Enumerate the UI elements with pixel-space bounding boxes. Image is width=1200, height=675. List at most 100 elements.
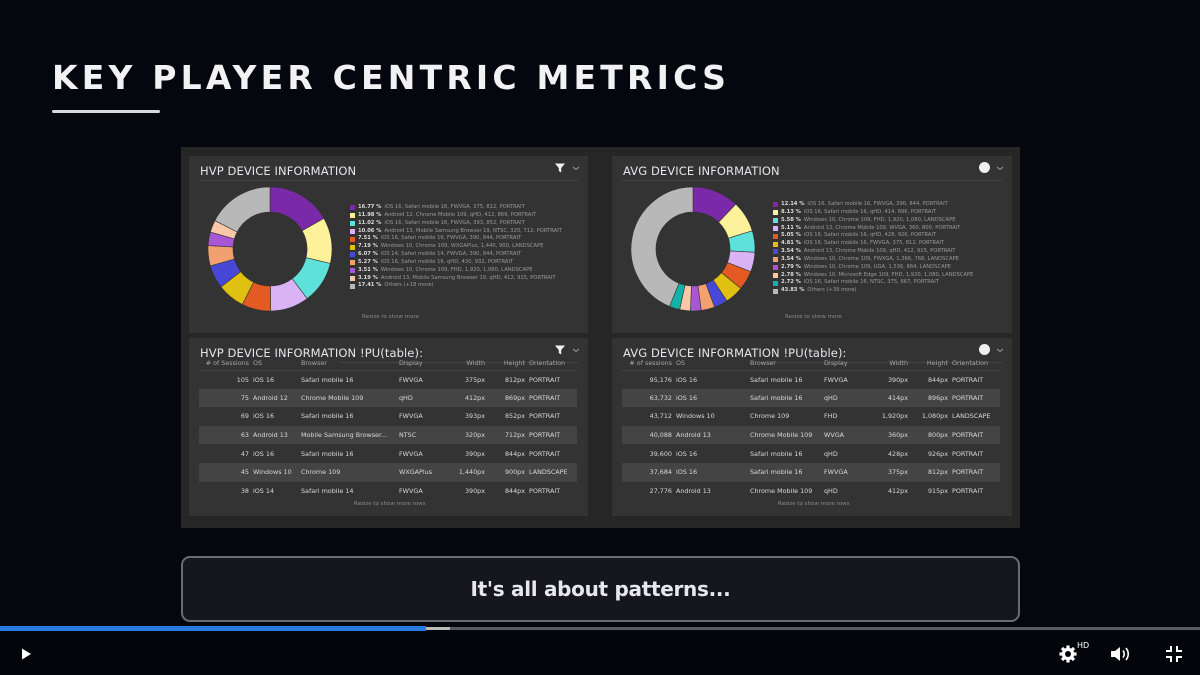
legend-item[interactable]: 12.14 % iOS 16, Safari mobile 16, FWVGA, … bbox=[773, 201, 973, 209]
table-row[interactable]: 63,732 iOS 16 Safari mobile 16 qHD 414px 896p… bbox=[622, 388, 1000, 408]
table-row[interactable]: 40,088 Android 13 Chrome Mobile 109 WVGA 360… bbox=[622, 425, 1000, 445]
legend-item[interactable]: 3.54 % Android 13, Chrome Mobile 109, qHD… bbox=[773, 248, 973, 256]
legend-swatch bbox=[773, 241, 778, 247]
table-row[interactable]: 45 Windows 10 Chrome 109 WXGAPlus 1,440px 900… bbox=[199, 462, 577, 482]
legend-item[interactable]: 5.27 % iOS 16, Safari mobile 16, qHD, 430… bbox=[350, 259, 562, 267]
column-header[interactable]: Width bbox=[872, 356, 910, 371]
progress-bar[interactable] bbox=[0, 626, 1200, 631]
legend-item[interactable]: 16.77 % iOS 16, Safari mobile 16, FWVGA, … bbox=[350, 204, 562, 212]
chevron-down-icon[interactable] bbox=[572, 346, 580, 354]
legend-percent: 5.27 % bbox=[358, 258, 378, 265]
column-header[interactable]: Orientation bbox=[527, 356, 577, 371]
table-cell: Chrome Mobile 109 bbox=[299, 388, 397, 408]
table-row[interactable]: 75 Android 12 Chrome Mobile 109 qHD 412px 869… bbox=[199, 388, 577, 408]
table-row[interactable]: 47 iOS 16 Safari mobile 16 FWVGA 390px 844px P… bbox=[199, 444, 577, 463]
legend-item[interactable]: 17.41 % Others (+18 more) bbox=[350, 282, 562, 290]
legend-label: Windows 10, Microsoft Edge 109, FHD, 1,9… bbox=[803, 271, 974, 278]
legend-item[interactable]: 5.05 % iOS 16, Safari mobile 16, qHD, 428… bbox=[773, 232, 973, 240]
legend-item[interactable]: 8.13 % iOS 16, Safari mobile 16, qHD, 414… bbox=[773, 209, 973, 217]
card-title: HVP DEVICE INFORMATION bbox=[200, 164, 357, 178]
column-header[interactable]: Width bbox=[449, 356, 487, 371]
hvp-table-card: HVP DEVICE INFORMATION !PU(table): # of … bbox=[189, 338, 588, 516]
legend-item[interactable]: 11.02 % iOS 16, Safari mobile 16, FWVGA, … bbox=[350, 220, 562, 228]
column-header[interactable]: Height bbox=[487, 356, 527, 371]
legend-label: Others (+18 more) bbox=[384, 282, 434, 289]
table-cell: Windows 10 bbox=[676, 412, 715, 421]
table-row[interactable]: 63 Android 13 Mobile Samsung Browser... NTS… bbox=[199, 425, 577, 445]
legend-swatch bbox=[350, 244, 355, 250]
column-header[interactable]: Display bbox=[397, 356, 449, 371]
table-cell: 37,684 bbox=[622, 462, 674, 482]
legend-percent: 6.07 % bbox=[358, 251, 378, 258]
table-row[interactable]: 38 iOS 14 Safari mobile 14 FWVGA 390px 844px P… bbox=[199, 482, 577, 501]
chevron-down-icon[interactable] bbox=[572, 164, 580, 172]
table-cell: 1,920px bbox=[881, 412, 908, 421]
table-row[interactable]: 27,776 Android 13 Chrome Mobile 109 qHD 412p… bbox=[622, 482, 1000, 501]
legend-item[interactable]: 2.79 % Windows 10, Chrome 109, UGA, 1,536… bbox=[773, 264, 973, 272]
legend-item[interactable]: 7.19 % Windows 10, Chrome 109, WXGAPlus, … bbox=[350, 243, 562, 251]
table-cell: qHD bbox=[824, 486, 838, 495]
legend-label: Others (+39 more) bbox=[807, 287, 857, 294]
legend-percent: 8.13 % bbox=[781, 208, 801, 215]
exit-fullscreen-button[interactable] bbox=[1161, 641, 1187, 667]
table-cell: 428px bbox=[887, 449, 908, 458]
column-header[interactable]: OS bbox=[674, 356, 748, 371]
table-cell: 1,080px bbox=[921, 412, 948, 421]
column-header[interactable]: Display bbox=[822, 356, 872, 371]
play-button[interactable] bbox=[13, 641, 39, 667]
legend-item[interactable]: 6.07 % iOS 14, Safari mobile 14, FWVGA, 3… bbox=[350, 251, 562, 259]
focus-icon[interactable] bbox=[979, 162, 990, 173]
hvp-donut-chart[interactable] bbox=[205, 184, 335, 314]
legend-item[interactable]: 7.51 % iOS 16, Safari mobile 16, FWVGA, 3… bbox=[350, 235, 562, 243]
donut-slice[interactable] bbox=[630, 186, 694, 307]
legend-item[interactable]: 2.72 % iOS 16, Safari mobile 16, NTSC, 37… bbox=[773, 279, 973, 287]
title-underline bbox=[52, 110, 160, 113]
legend-swatch bbox=[773, 273, 778, 279]
legend-item[interactable]: 3.51 % Windows 10, Chrome 109, FHD, 1,920… bbox=[350, 267, 562, 275]
table-cell: PORTRAIT bbox=[950, 425, 1000, 445]
resize-hint: Resize to show more rows bbox=[354, 501, 426, 507]
column-header[interactable]: Orientation bbox=[950, 356, 1000, 371]
column-header[interactable]: Height bbox=[910, 356, 950, 371]
legend-item[interactable]: 43.83 % Others (+39 more) bbox=[773, 287, 973, 295]
caption-box: It's all about patterns... bbox=[181, 556, 1020, 622]
legend-item[interactable]: 4.81 % iOS 16, Safari mobile 16, FWVGA, 3… bbox=[773, 240, 973, 248]
legend-item[interactable]: 10.06 % Android 13, Mobile Samsung Browse… bbox=[350, 228, 562, 236]
column-header[interactable]: Browser bbox=[299, 356, 397, 371]
legend-item[interactable]: 3.19 % Android 13, Mobile Samsung Browser… bbox=[350, 275, 562, 283]
column-header[interactable]: OS bbox=[251, 356, 299, 371]
settings-button[interactable] bbox=[1055, 641, 1081, 667]
avg-table-card: AVG DEVICE INFORMATION !PU(table): # of … bbox=[612, 338, 1012, 516]
volume-button[interactable] bbox=[1108, 641, 1134, 667]
table-cell: 844px bbox=[927, 375, 948, 384]
table-row[interactable]: 39,600 iOS 16 Safari mobile 16 qHD 428px 926p… bbox=[622, 444, 1000, 463]
table-row[interactable]: 105 iOS 16 Safari mobile 16 FWVGA 375px 812px… bbox=[199, 370, 577, 389]
column-header[interactable]: # of Sessions bbox=[199, 356, 251, 371]
legend-item[interactable]: 3.54 % Windows 10, Chrome 109, FWXGA, 1,3… bbox=[773, 256, 973, 264]
table-cell: 95,176 bbox=[649, 375, 672, 384]
volume-icon bbox=[1111, 647, 1130, 661]
table-cell: 360px bbox=[872, 425, 910, 445]
table-cell: WVGA bbox=[822, 425, 872, 445]
column-header[interactable]: Browser bbox=[748, 356, 822, 371]
avg-legend: 12.14 % iOS 16, Safari mobile 16, FWVGA, … bbox=[773, 201, 973, 295]
legend-item[interactable]: 5.58 % Windows 10, Chrome 109, FHD, 1,920… bbox=[773, 217, 973, 225]
table-row[interactable]: 69 iOS 16 Safari mobile 16 FWVGA 393px 852px P… bbox=[199, 407, 577, 426]
chevron-down-icon[interactable] bbox=[996, 164, 1004, 172]
legend-percent: 11.98 % bbox=[358, 211, 382, 218]
filter-icon[interactable] bbox=[554, 344, 566, 356]
legend-item[interactable]: 2.78 % Windows 10, Microsoft Edge 109, FH… bbox=[773, 272, 973, 280]
table-row[interactable]: 95,176 iOS 16 Safari mobile 16 FWVGA 390px 84… bbox=[622, 370, 1000, 389]
table-cell: Chrome 109 bbox=[299, 462, 397, 482]
column-header[interactable]: # of sessions bbox=[622, 356, 674, 371]
avg-donut-chart[interactable] bbox=[628, 184, 758, 314]
legend-item[interactable]: 11.98 % Android 12, Chrome Mobile 109, qH… bbox=[350, 212, 562, 220]
focus-icon[interactable] bbox=[979, 344, 990, 355]
filter-icon[interactable] bbox=[554, 162, 566, 174]
table-cell: 27,776 bbox=[649, 486, 672, 495]
donut-slice[interactable] bbox=[214, 186, 271, 233]
legend-item[interactable]: 5.11 % Android 13, Chrome Mobile 109, WVG… bbox=[773, 225, 973, 233]
table-row[interactable]: 43,712 Windows 10 Chrome 109 FHD 1,920px 1,08… bbox=[622, 407, 1000, 426]
table-row[interactable]: 37,684 iOS 16 Safari mobile 16 FWVGA 375px 81… bbox=[622, 462, 1000, 482]
chevron-down-icon[interactable] bbox=[996, 346, 1004, 354]
